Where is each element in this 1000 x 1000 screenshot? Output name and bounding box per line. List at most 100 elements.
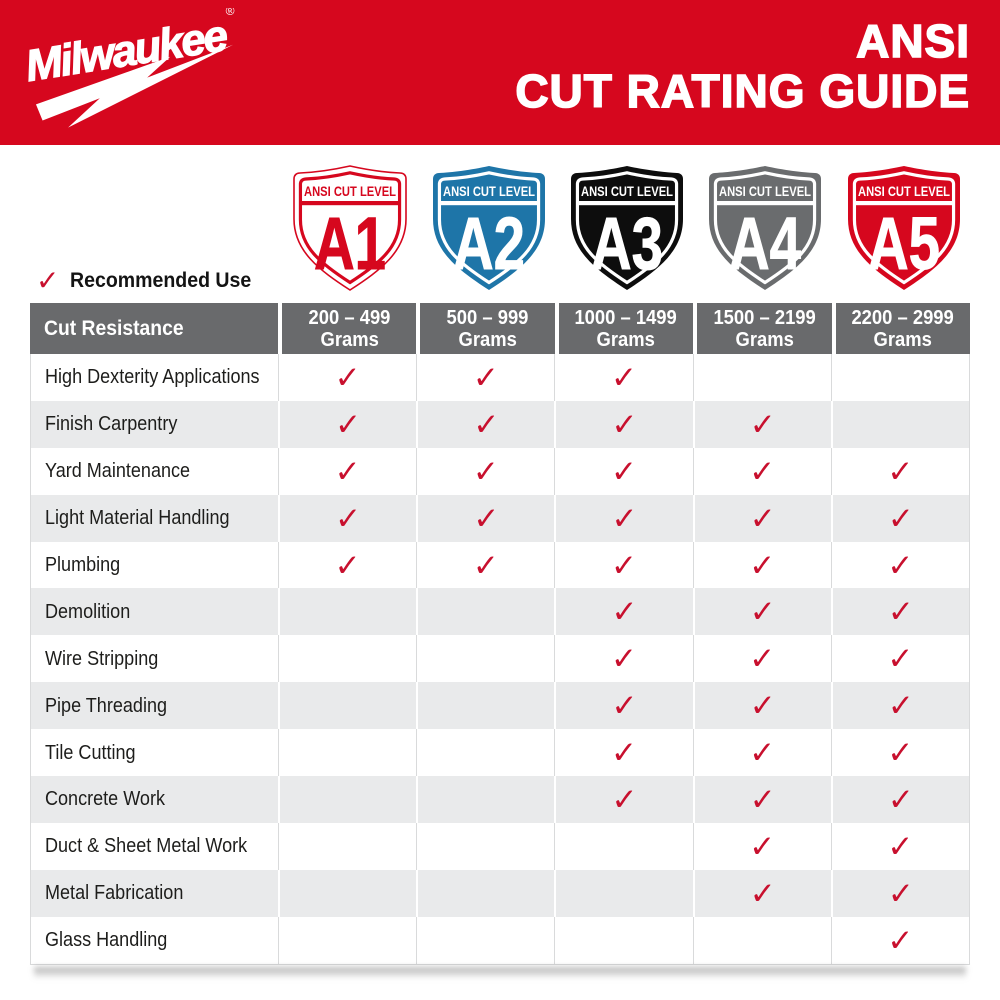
check-icon: ✓ bbox=[887, 781, 914, 817]
check-icon: ✓ bbox=[611, 781, 638, 817]
check-icon: ✓ bbox=[887, 453, 914, 489]
row-label: Plumbing bbox=[45, 553, 121, 576]
table-row: Finish Carpentry ✓ ✓ ✓ ✓ bbox=[31, 400, 969, 448]
check-cell: ✓ bbox=[830, 776, 969, 823]
table-row: High Dexterity Applications ✓ ✓ ✓ bbox=[31, 354, 969, 401]
shield-slot-a1: ANSI CUT LEVEL A1 bbox=[281, 162, 419, 298]
row-label-cell: Yard Maintenance bbox=[31, 448, 278, 495]
check-icon: ✓ bbox=[887, 735, 914, 771]
check-cell bbox=[554, 822, 692, 870]
shield-slot-a4: ANSI CUT LEVEL A4 bbox=[696, 162, 834, 298]
check-cell: ✓ bbox=[554, 588, 692, 636]
check-icon: ✓ bbox=[887, 922, 914, 958]
check-cell: ✓ bbox=[830, 869, 969, 917]
row-label: Finish Carpentry bbox=[45, 412, 178, 436]
check-icon: ✓ bbox=[472, 453, 499, 489]
header-banner: Milwaukee ® ANSI CUT RATING GUIDE bbox=[0, 0, 1000, 145]
check-icon: ✓ bbox=[611, 406, 638, 442]
row-label-cell: Concrete Work bbox=[31, 776, 278, 823]
check-cell bbox=[416, 822, 554, 870]
check-cell bbox=[416, 729, 554, 777]
check-cell: ✓ bbox=[692, 822, 831, 870]
check-icon: ✓ bbox=[749, 735, 776, 771]
cut-rating-table: Cut Resistance 200 – 499 Grams 500 – 999… bbox=[30, 303, 970, 965]
table-row: Wire Stripping ✓ ✓ ✓ bbox=[31, 635, 969, 683]
check-icon: ✓ bbox=[472, 359, 499, 395]
table-row: Glass Handling ✓ bbox=[31, 916, 969, 964]
check-icon: ✓ bbox=[36, 265, 60, 296]
check-cell: ✓ bbox=[692, 729, 831, 777]
check-icon: ✓ bbox=[611, 359, 637, 395]
shield-divider-line bbox=[854, 201, 954, 206]
shield-a5: ANSI CUT LEVEL A5 bbox=[847, 166, 960, 290]
check-cell bbox=[416, 776, 554, 823]
check-cell bbox=[278, 635, 416, 683]
row-label-cell: Pipe Threading bbox=[31, 682, 278, 729]
shield-level-text: A3 bbox=[591, 202, 663, 285]
check-icon: ✓ bbox=[887, 875, 914, 911]
shield-banner-text: ANSI CUT LEVEL bbox=[719, 184, 811, 199]
check-cell: ✓ bbox=[830, 916, 969, 964]
shield-divider-line bbox=[300, 201, 400, 206]
table-row: Duct & Sheet Metal Work ✓ ✓ bbox=[31, 822, 969, 870]
check-icon: ✓ bbox=[334, 453, 361, 489]
check-cell: ✓ bbox=[830, 635, 969, 683]
row-label: Yard Maintenance bbox=[45, 459, 191, 483]
check-cell: ✓ bbox=[830, 494, 969, 542]
check-icon: ✓ bbox=[749, 875, 776, 911]
check-cell: ✓ bbox=[692, 400, 831, 448]
shield-level-text: A4 bbox=[729, 202, 801, 285]
check-cell: ✓ bbox=[692, 447, 831, 495]
shield-level-text: A5 bbox=[868, 202, 940, 285]
row-label: Pipe Threading bbox=[45, 693, 168, 717]
check-icon: ✓ bbox=[749, 547, 776, 583]
check-icon: ✓ bbox=[887, 594, 914, 630]
title-line1: ANSI bbox=[855, 15, 970, 67]
check-cell: ✓ bbox=[554, 776, 692, 823]
check-icon: ✓ bbox=[887, 688, 914, 724]
shield-banner-text: ANSI CUT LEVEL bbox=[581, 184, 673, 199]
check-icon: ✓ bbox=[749, 453, 776, 489]
shield-banner-text: ANSI CUT LEVEL bbox=[443, 184, 535, 199]
table-body: High Dexterity Applications ✓ ✓ ✓ Finish Car… bbox=[30, 354, 970, 965]
gram-unit: Grams bbox=[320, 328, 379, 351]
table-row: Tile Cutting ✓ ✓ ✓ bbox=[31, 729, 969, 777]
check-cell bbox=[278, 729, 416, 777]
check-icon: ✓ bbox=[887, 547, 914, 583]
shield-divider-line bbox=[577, 201, 677, 206]
table-row: Pipe Threading ✓ ✓ ✓ bbox=[31, 682, 969, 730]
check-cell: ✓ bbox=[554, 400, 692, 448]
table-row: Concrete Work ✓ ✓ ✓ bbox=[31, 776, 969, 823]
gram-range: 500 – 999 bbox=[446, 306, 529, 329]
check-cell: ✓ bbox=[830, 588, 969, 636]
table-drop-shadow bbox=[34, 967, 966, 979]
check-icon: ✓ bbox=[749, 406, 776, 442]
gram-range: 200 – 499 bbox=[308, 306, 391, 329]
row-label: Glass Handling bbox=[45, 928, 168, 952]
gram-unit: Grams bbox=[596, 328, 656, 351]
check-cell: ✓ bbox=[554, 447, 692, 495]
check-icon: ✓ bbox=[749, 688, 776, 724]
check-cell: ✓ bbox=[692, 776, 831, 823]
table-row: Plumbing ✓ ✓ ✓ ✓ ✓ bbox=[31, 541, 969, 589]
row-label-cell: Plumbing bbox=[31, 542, 278, 589]
page-title: ANSI CUT RATING GUIDE bbox=[515, 15, 970, 117]
table-header-row: Cut Resistance 200 – 499 Grams 500 – 999… bbox=[30, 303, 970, 354]
check-cell bbox=[692, 354, 831, 401]
table-row: Yard Maintenance ✓ ✓ ✓ ✓ ✓ bbox=[31, 447, 969, 495]
check-cell: ✓ bbox=[554, 494, 692, 542]
check-cell: ✓ bbox=[554, 541, 692, 589]
check-cell: ✓ bbox=[692, 588, 831, 636]
row-label-cell: High Dexterity Applications bbox=[31, 354, 278, 401]
lightning-bolt-icon bbox=[35, 44, 234, 128]
check-cell: ✓ bbox=[692, 494, 831, 542]
title-line2: CUT RATING GUIDE bbox=[515, 65, 970, 117]
check-cell bbox=[416, 682, 554, 730]
check-icon: ✓ bbox=[611, 547, 637, 583]
shield-slot-a2: ANSI CUT LEVEL A2 bbox=[419, 162, 557, 298]
shield-divider-line bbox=[715, 201, 815, 206]
check-cell: ✓ bbox=[692, 635, 831, 683]
check-icon: ✓ bbox=[887, 641, 914, 677]
check-cell bbox=[554, 869, 692, 917]
check-cell: ✓ bbox=[692, 541, 831, 589]
